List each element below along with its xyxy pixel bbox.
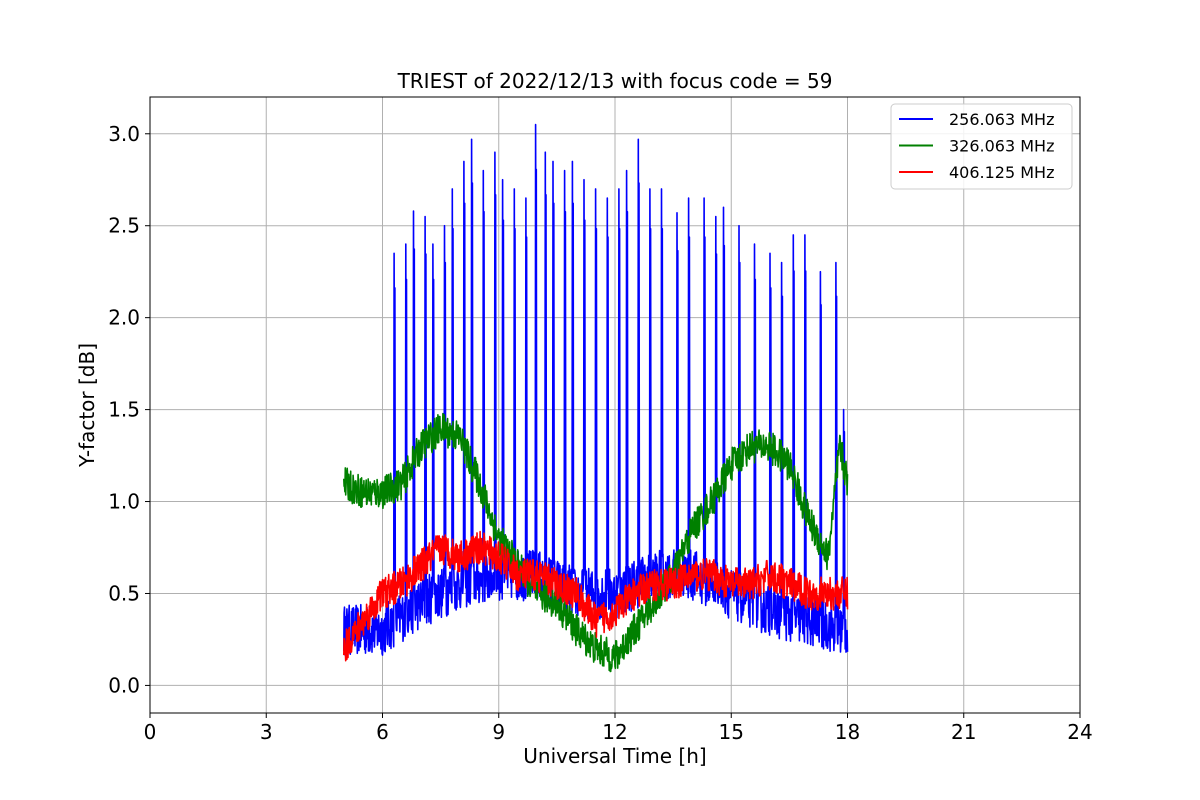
legend-entry: 406.125 MHz [949, 163, 1054, 182]
x-tick-label: 15 [719, 720, 744, 744]
series-line [343, 123, 849, 657]
legend: 256.063 MHz 326.063 MHz 406.125 MHz [890, 103, 1073, 190]
x-tick-label: 24 [1067, 720, 1092, 744]
y-tick-label: 2.5 [108, 214, 140, 238]
x-tick-label: 9 [492, 720, 505, 744]
y-tick-label: 2.0 [108, 306, 140, 330]
y-tick-label: 0.5 [108, 581, 140, 605]
x-tick-label: 18 [835, 720, 860, 744]
x-axis-label: Universal Time [h] [523, 744, 706, 768]
series-line [343, 530, 849, 662]
y-tick-label: 1.5 [108, 398, 140, 422]
grid [149, 97, 1081, 713]
legend-entry: 326.063 MHz [949, 137, 1054, 156]
x-tick-label: 12 [602, 720, 627, 744]
x-tick-label: 0 [144, 720, 157, 744]
y-tick-label: 3.0 [108, 122, 140, 146]
y-tick-label: 1.0 [108, 490, 140, 514]
chart-title: TRIEST of 2022/12/13 with focus code = 5… [397, 69, 833, 93]
y-axis-label: Y-factor [dB] [75, 343, 99, 468]
y-tick-label: 0.0 [108, 673, 140, 697]
legend-frame [890, 103, 1073, 190]
x-tick-label: 3 [260, 720, 273, 744]
series-layer [343, 123, 849, 673]
legend-entry: 256.063 MHz [949, 110, 1054, 129]
ticks: 0 3 6 9 12 15 18 21 24 0.0 0.5 1.0 1.5 2.0 2.5 3.0 [108, 122, 1093, 744]
x-tick-label: 21 [951, 720, 976, 744]
x-tick-label: 6 [376, 720, 389, 744]
